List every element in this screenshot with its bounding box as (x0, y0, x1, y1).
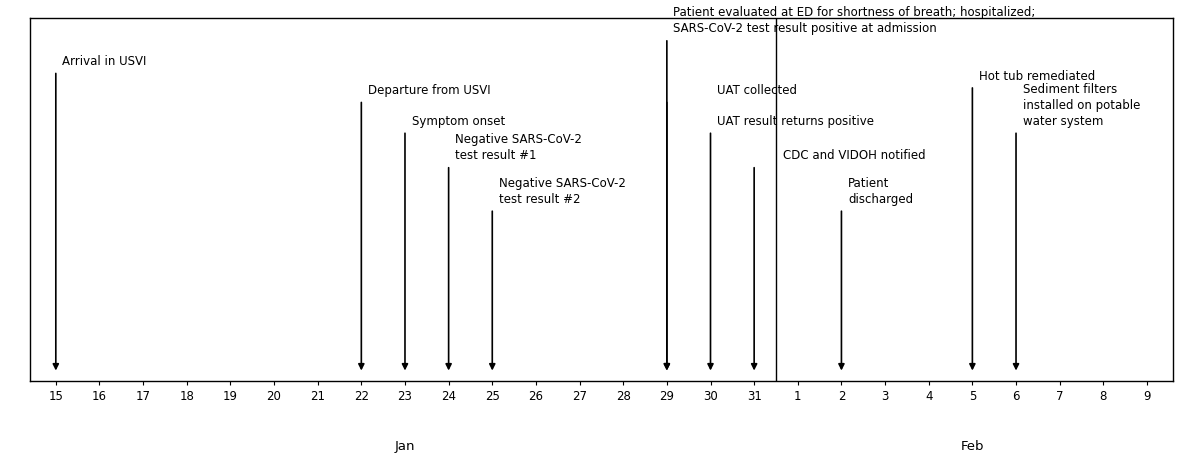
Text: UAT result returns positive: UAT result returns positive (717, 115, 875, 128)
Text: Sediment filters
installed on potable
water system: Sediment filters installed on potable wa… (1023, 83, 1140, 128)
Text: Jan: Jan (395, 439, 415, 452)
Text: Negative SARS-CoV-2
test result #1: Negative SARS-CoV-2 test result #1 (455, 133, 582, 162)
Text: Patient
discharged: Patient discharged (848, 177, 914, 205)
Text: CDC and VIDOH notified: CDC and VIDOH notified (782, 149, 925, 162)
Text: Symptom onset: Symptom onset (411, 115, 505, 128)
Text: Arrival in USVI: Arrival in USVI (63, 55, 147, 68)
Text: Negative SARS-CoV-2
test result #2: Negative SARS-CoV-2 test result #2 (499, 177, 626, 205)
Text: Patient evaluated at ED for shortness of breath; hospitalized;
SARS-CoV-2 test r: Patient evaluated at ED for shortness of… (673, 6, 1036, 35)
Text: Hot tub remediated: Hot tub remediated (979, 69, 1095, 82)
Text: Feb: Feb (961, 439, 984, 452)
Text: Departure from USVI: Departure from USVI (367, 84, 491, 97)
Text: UAT collected: UAT collected (717, 84, 798, 97)
